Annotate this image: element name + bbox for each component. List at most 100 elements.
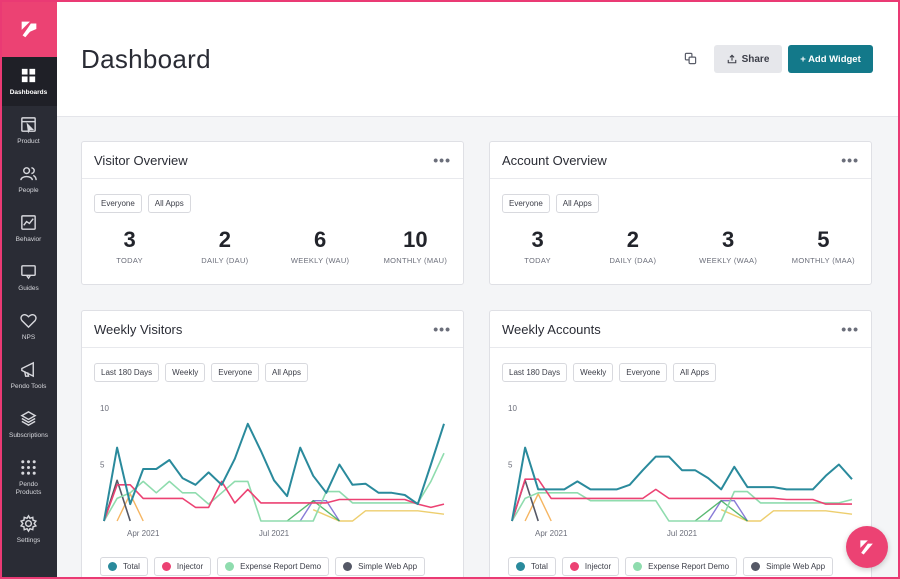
series-line-total	[103, 422, 445, 522]
y-tick-label: 10	[508, 404, 517, 413]
stat-today: 3 TODAY	[490, 227, 585, 265]
legend-label: Injector	[176, 562, 204, 571]
x-tick-label: Apr 2021	[127, 529, 160, 538]
series-line-total	[511, 446, 853, 522]
filter-period[interactable]: Weekly	[165, 363, 206, 382]
legend-label: Total	[123, 562, 140, 571]
apps-grid-icon	[21, 459, 36, 475]
weekly-visitors-chart: 5 10 Apr 2021 Jul 2021	[100, 404, 445, 538]
y-tick-label: 5	[100, 461, 105, 470]
legend-item-expense-report-demo[interactable]: Expense Report Demo	[217, 557, 330, 576]
legend-swatch	[343, 562, 353, 571]
sidebar-item-people[interactable]: People	[0, 155, 57, 204]
legend-swatch	[225, 562, 235, 571]
heart-icon	[20, 314, 37, 329]
minor-series-line	[707, 500, 748, 522]
series-line-expense-report-demo	[511, 490, 853, 522]
legend-label: Total	[531, 562, 548, 571]
legend-swatch	[569, 562, 579, 571]
filter-date-range[interactable]: Last 180 Days	[94, 363, 160, 382]
x-tick-label: Apr 2021	[535, 529, 568, 538]
sidebar-item-label: Product	[17, 138, 40, 146]
legend-swatch	[751, 562, 761, 571]
add-widget-button[interactable]: + Add Widget	[788, 45, 873, 73]
legend-item-total[interactable]: Total	[508, 557, 556, 576]
minor-series-line	[312, 509, 445, 522]
resource-center-button[interactable]	[846, 526, 888, 568]
people-icon	[20, 167, 37, 181]
stat-value: 10	[403, 227, 428, 252]
legend-swatch	[516, 562, 525, 571]
sidebar-item-guides[interactable]: Guides	[0, 253, 57, 302]
sidebar-item-label: NPS	[21, 334, 36, 342]
minor-series-line	[286, 499, 340, 522]
minor-series-line	[694, 499, 748, 522]
sidebar-item-behavior[interactable]: Behavior	[0, 204, 57, 253]
series-line-expense-report-demo	[103, 452, 445, 522]
sidebar-item-settings[interactable]: Settings	[0, 505, 57, 554]
stat-monthly: 10 MONTHLY (MAU)	[368, 227, 463, 265]
filter-segment[interactable]: Everyone	[502, 194, 550, 213]
sidebar-item-product[interactable]: Product	[0, 106, 57, 155]
filter-app[interactable]: All Apps	[555, 194, 599, 213]
legend-item-total[interactable]: Total	[100, 557, 148, 576]
more-options-icon[interactable]: •••	[841, 321, 859, 337]
stat-daily: 2 DAILY (DAU)	[177, 227, 272, 265]
message-icon	[21, 265, 36, 280]
sidebar-item-nps[interactable]: NPS	[0, 302, 57, 351]
sidebar-item-label: Behavior	[15, 236, 42, 244]
sidebar-item-dashboards[interactable]: Dashboards	[0, 57, 57, 106]
pendo-logo[interactable]	[0, 0, 57, 57]
stat-label: DAILY (DAU)	[201, 256, 249, 265]
minor-series-line	[720, 509, 853, 522]
y-tick-label: 10	[100, 404, 109, 413]
legend-item-injector[interactable]: Injector	[153, 557, 212, 576]
legend-label: Simple Web App	[766, 562, 826, 571]
page-title: Dashboard	[81, 44, 211, 74]
sidebar-item-label: People	[18, 187, 39, 195]
filter-app[interactable]: All Apps	[673, 363, 716, 382]
stat-label: MONTHLY (MAU)	[383, 256, 448, 265]
stat-label: TODAY	[116, 256, 143, 265]
share-button[interactable]: Share	[714, 45, 782, 73]
series-line-injector	[511, 478, 852, 522]
x-tick-label: Jul 2021	[667, 529, 698, 538]
stat-label: TODAY	[524, 256, 551, 265]
sidebar-item-pendo-products[interactable]: Pendo Products	[0, 449, 57, 505]
sidebar-item-label: Settings	[16, 537, 41, 545]
sidebar-item-subscriptions[interactable]: Subscriptions	[0, 400, 57, 449]
minor-series-line	[299, 500, 340, 522]
legend-item-simple-web-app[interactable]: Simple Web App	[335, 557, 426, 576]
card-title: Visitor Overview	[94, 152, 188, 168]
sidebar-item-pendo-tools[interactable]: Pendo Tools	[0, 351, 57, 400]
more-options-icon[interactable]: •••	[841, 152, 859, 168]
more-options-icon[interactable]: •••	[433, 321, 451, 337]
legend-item-simple-web-app[interactable]: Simple Web App	[743, 557, 834, 576]
filter-segment[interactable]: Everyone	[619, 363, 668, 382]
legend-label: Expense Report Demo	[240, 562, 322, 571]
filter-app[interactable]: All Apps	[147, 194, 191, 213]
filter-date-range[interactable]: Last 180 Days	[502, 363, 568, 382]
filter-segment[interactable]: Everyone	[211, 363, 260, 382]
visitor-overview-card: Visitor Overview ••• Everyone All Apps 3…	[81, 141, 464, 285]
pendo-logo-icon	[21, 21, 36, 37]
grid-icon	[21, 68, 36, 83]
x-tick-label: Jul 2021	[259, 529, 290, 538]
sidebar-item-label: Pendo Products	[15, 480, 42, 496]
gear-icon	[19, 514, 38, 533]
legend-item-injector[interactable]: Injector	[561, 557, 620, 576]
copy-button[interactable]	[679, 47, 701, 69]
stat-today: 3 TODAY	[82, 227, 177, 265]
more-options-icon[interactable]: •••	[433, 152, 451, 168]
layers-icon	[20, 411, 37, 427]
account-overview-card: Account Overview ••• Everyone All Apps 3…	[489, 141, 872, 285]
sidebar-item-label: Guides	[18, 285, 39, 293]
share-label: Share	[741, 53, 770, 65]
legend-item-expense-report-demo[interactable]: Expense Report Demo	[625, 557, 738, 576]
filter-period[interactable]: Weekly	[573, 363, 614, 382]
filter-segment[interactable]: Everyone	[94, 194, 142, 213]
minor-series-line	[116, 492, 144, 522]
stat-label: WEEKLY (WAA)	[699, 256, 758, 265]
filter-app[interactable]: All Apps	[265, 363, 308, 382]
stat-value: 5	[817, 227, 830, 252]
